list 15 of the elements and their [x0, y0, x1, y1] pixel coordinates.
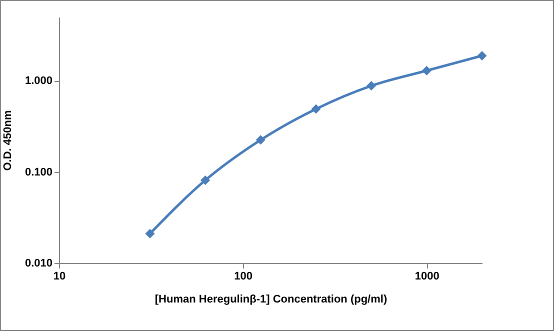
- x-axis-title: [Human Heregulinβ-1] Concentration (pg/ml): [154, 294, 388, 306]
- point: [422, 66, 432, 76]
- point: [366, 81, 376, 91]
- x-tick-label: 1000: [414, 270, 440, 282]
- point: [200, 175, 210, 185]
- x-tick-label: 100: [234, 270, 253, 282]
- y-tick-label: 1.000: [24, 75, 52, 88]
- y-tick-label: 0.100: [24, 166, 52, 178]
- point: [311, 104, 321, 114]
- y-axis-title: O.D. 450nm: [2, 110, 14, 171]
- point: [256, 135, 266, 145]
- point: [145, 228, 155, 238]
- x-tick-label: 10: [53, 270, 66, 282]
- y-tick-label: 0.010: [24, 258, 52, 270]
- point: [477, 50, 487, 60]
